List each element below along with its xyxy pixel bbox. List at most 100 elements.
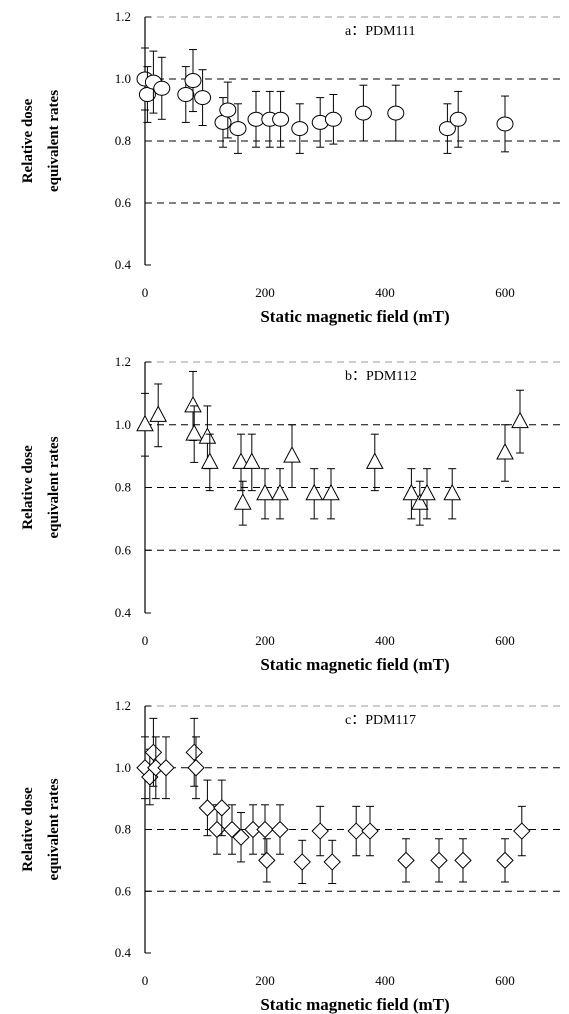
triangle-marker	[233, 493, 252, 510]
diamond-marker	[397, 851, 415, 870]
data-point	[496, 838, 514, 883]
data-point	[184, 49, 202, 113]
data-point	[311, 805, 329, 857]
data-point	[323, 839, 341, 885]
triangle-marker	[410, 493, 429, 510]
y-tick-label: 1.0	[115, 760, 131, 775]
circle-marker	[449, 111, 467, 127]
data-point	[454, 838, 472, 883]
data-point	[438, 103, 456, 154]
diamond-marker	[430, 851, 448, 870]
diamond-marker	[361, 822, 379, 840]
y-axis-label: Relative dose	[20, 445, 36, 530]
x-axis-label: Static magnetic field (mT)	[260, 655, 449, 674]
diamond-marker	[256, 820, 274, 839]
y-tick-label: 0.8	[115, 480, 131, 495]
x-tick-label: 400	[375, 633, 395, 648]
data-point	[200, 433, 219, 492]
data-point	[185, 717, 203, 787]
diamond-marker	[185, 743, 203, 762]
triangle-marker	[185, 424, 204, 441]
circle-marker	[354, 105, 372, 121]
triangle-marker	[149, 405, 168, 422]
y-tick-label: 1.0	[115, 417, 131, 432]
diamond-marker	[157, 759, 175, 777]
triangle-marker	[496, 442, 514, 460]
data-point	[354, 84, 372, 142]
data-point	[242, 433, 261, 492]
y-tick-label: 0.6	[115, 195, 132, 210]
diamond-marker	[311, 822, 329, 840]
data-point	[244, 804, 262, 855]
diamond-marker	[223, 820, 241, 839]
data-point	[219, 81, 237, 139]
diamond-marker	[293, 853, 311, 871]
circle-marker	[272, 111, 290, 127]
diamond-marker	[271, 820, 289, 839]
y-axis-label: equivalent rates	[46, 90, 62, 192]
data-point	[443, 468, 462, 520]
data-point	[194, 69, 212, 126]
triangle-marker	[198, 427, 217, 444]
y-tick-label: 0.4	[115, 605, 132, 620]
x-tick-label: 0	[142, 285, 149, 300]
y-tick-label: 0.4	[115, 257, 132, 272]
triangle-marker	[418, 483, 436, 501]
y-tick-label: 1.0	[115, 71, 131, 86]
diamond-marker	[347, 822, 365, 840]
x-tick-label: 200	[255, 973, 275, 988]
data-point	[185, 405, 204, 463]
diamond-marker	[187, 759, 205, 777]
x-axis-label: Static magnetic field (mT)	[260, 307, 449, 326]
circle-marker	[184, 73, 202, 89]
data-point	[361, 805, 379, 857]
y-tick-label: 0.4	[115, 945, 132, 960]
data-point	[153, 56, 171, 120]
x-tick-label: 200	[255, 633, 275, 648]
y-axis-label: Relative dose	[20, 787, 36, 872]
circle-marker	[194, 90, 212, 106]
triangle-marker	[242, 452, 261, 469]
diamond-marker	[232, 828, 250, 846]
data-point	[324, 94, 342, 145]
diamond-marker	[213, 799, 231, 817]
x-tick-label: 0	[142, 973, 149, 988]
triangle-marker	[232, 452, 250, 469]
y-axis-label: Relative dose	[20, 98, 36, 183]
data-point	[256, 468, 274, 520]
data-point	[397, 838, 415, 883]
triangle-marker	[136, 414, 154, 432]
x-tick-label: 600	[495, 285, 515, 300]
x-tick-label: 400	[375, 973, 395, 988]
data-point	[187, 736, 205, 800]
data-point	[258, 838, 276, 883]
chart-panel-3: 0.4 0.6 0.8 1.0 1.2 0 200 400 600 Static magnetic…	[20, 698, 565, 1014]
data-point	[271, 468, 289, 520]
data-point	[144, 717, 163, 787]
diamond-marker	[454, 851, 472, 870]
x-tick-label: 600	[495, 973, 515, 988]
triangle-marker	[322, 483, 340, 501]
data-point	[387, 84, 405, 142]
data-point	[291, 103, 309, 154]
diamond-marker	[144, 743, 163, 762]
circle-marker	[177, 87, 195, 102]
diamond-marker	[513, 822, 531, 840]
y-tick-label: 0.6	[115, 883, 132, 898]
data-point	[233, 480, 252, 526]
data-point	[198, 779, 217, 837]
diamond-marker	[496, 851, 514, 870]
data-point	[213, 779, 231, 837]
y-axis-label: equivalent rates	[46, 778, 62, 880]
chart-panel-1: 0.4 0.6 0.8 1.0 1.2 0 200 400 600 Static magnetic…	[20, 9, 565, 326]
data-point	[272, 90, 290, 148]
data-point	[256, 804, 274, 855]
data-point	[136, 736, 154, 800]
circle-marker	[219, 102, 237, 118]
circle-marker	[138, 87, 156, 102]
data-point	[322, 468, 340, 520]
y-tick-label: 1.2	[115, 9, 131, 24]
panel-title: c：PDM117	[345, 713, 416, 728]
diamond-marker	[258, 851, 276, 870]
triangle-marker	[283, 446, 301, 463]
